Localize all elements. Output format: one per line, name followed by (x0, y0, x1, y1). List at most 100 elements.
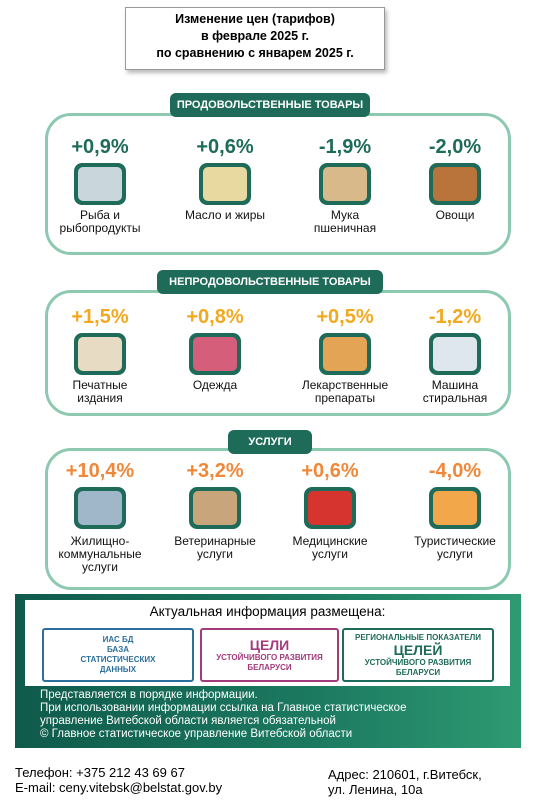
section-heading: НЕПРОДОВОЛЬСТВЕННЫЕ ТОВАРЫ (157, 270, 383, 294)
icon-image (433, 337, 477, 371)
logo-text: УСТОЙЧИВОГО РАЗВИТИЯ (216, 652, 323, 662)
logo-text: СТАТИСТИЧЕСКИХ (80, 655, 156, 664)
icon-image (193, 491, 237, 525)
change-value: +1,5% (71, 306, 129, 328)
label-line: стиральная (422, 391, 488, 405)
change-value: +0,5% (316, 306, 374, 328)
icon-image (78, 491, 122, 525)
change-value: +3,2% (186, 460, 244, 482)
icon-image (323, 167, 367, 201)
label-line: Печатные (72, 378, 128, 392)
logo-text: БЕЛАРУСИ (395, 667, 441, 677)
change-value: -1,9% (318, 136, 372, 158)
item-icon (189, 333, 241, 375)
contact-line: E-mail: ceny.vitebsk@belstat.gov.by (15, 780, 223, 795)
logo-text: РЕГИОНАЛЬНЫЕ ПОКАЗАТЕЛИ (355, 632, 481, 642)
item-label: Овощи (395, 209, 515, 222)
title-line: по сравнению с январем 2025 г. (156, 46, 354, 60)
item-icon (199, 163, 251, 205)
section-heading: ПРОДОВОЛЬСТВЕННЫЕ ТОВАРЫ (170, 93, 370, 117)
contacts-left: Телефон: +375 212 43 69 67 E-mail: ceny.v… (15, 765, 222, 795)
label-line: Жилищно- (70, 534, 130, 548)
contact-line: Телефон: +375 212 43 69 67 (15, 765, 185, 780)
icon-image (433, 491, 477, 525)
item-label: Ветеринарные услуги (155, 535, 275, 561)
label-line: Рыба и (80, 208, 120, 222)
icon-image (78, 167, 122, 201)
icon-image (323, 337, 367, 371)
item-label: Печатные издания (40, 379, 160, 405)
icon-image (308, 491, 352, 525)
logo-text: БЕЛАРУСИ (247, 662, 292, 672)
item-icon (74, 333, 126, 375)
notes: Представляется в порядке информации. При … (40, 689, 406, 741)
change-value: +0,6% (196, 136, 254, 158)
label-line: услуги (197, 547, 233, 561)
title-line: в феврале 2025 г. (200, 29, 310, 43)
change-value: -1,2% (428, 306, 482, 328)
label-line: Мука (330, 208, 360, 222)
label-line: издания (77, 391, 123, 405)
label-line: Медицинские (292, 534, 368, 548)
label-line: коммунальные (58, 547, 142, 561)
change-value: -4,0% (428, 460, 482, 482)
section-heading: УСЛУГИ (228, 430, 312, 454)
contact-line: Адрес: 210601, г.Витебск, (328, 767, 482, 782)
title-box: Изменение цен (тарифов) в феврале 2025 г… (125, 7, 385, 70)
item-label: Мука пшеничная (285, 209, 405, 235)
logo-text: ИАС БД (102, 635, 134, 644)
label-line: Лекарственные (301, 378, 389, 392)
icon-image (78, 337, 122, 371)
item-label: Рыба и рыбопродукты (40, 209, 160, 235)
label-line: Овощи (435, 208, 475, 222)
item-icon (319, 163, 371, 205)
change-value: +0,9% (71, 136, 129, 158)
label-line: услуги (437, 547, 473, 561)
change-value: +0,6% (301, 460, 359, 482)
label-line: Одежда (192, 378, 238, 392)
item-icon (429, 487, 481, 529)
logo: РЕГИОНАЛЬНЫЕ ПОКАЗАТЕЛИ ЦЕЛЕЙ УСТОЙЧИВОГО … (342, 628, 494, 682)
logo-text: БАЗА (106, 645, 129, 654)
item-label: Туристические услуги (395, 535, 515, 561)
item-label: Машина стиральная (395, 379, 515, 405)
label-line: услуги (82, 560, 118, 574)
item-icon (319, 333, 371, 375)
item-icon (429, 333, 481, 375)
item-label: Одежда (155, 379, 275, 392)
change-value: -2,0% (428, 136, 482, 158)
logo-text: УСТОЙЧИВОГО РАЗВИТИЯ (364, 657, 472, 667)
logo-text: ЦЕЛИ (249, 636, 290, 653)
contacts-right: Адрес: 210601, г.Витебск, ул. Ленина, 10а (328, 767, 482, 797)
label-line: Туристические (414, 534, 496, 548)
note-line: При использовании информации ссылка на Г… (40, 702, 407, 714)
item-icon (304, 487, 356, 529)
title-line: Изменение цен (тарифов) (175, 12, 335, 26)
item-label: Медицинские услуги (270, 535, 390, 561)
label-line: Ветеринарные (174, 534, 256, 548)
label-line: услуги (312, 547, 348, 561)
icon-image (433, 167, 477, 201)
item-label: Масло и жиры (165, 209, 285, 222)
logo-text: ЦЕЛЕЙ (393, 641, 443, 658)
icon-image (193, 337, 237, 371)
item-icon (74, 487, 126, 529)
label-line: Машина (431, 378, 479, 392)
info-heading: Актуальная информация размещена: (149, 604, 386, 619)
item-icon (429, 163, 481, 205)
note-line: © Главное статистическое управление Вите… (40, 728, 353, 740)
icon-image (203, 167, 247, 201)
item-icon (189, 487, 241, 529)
item-label: Жилищно-коммунальные услуги (40, 535, 160, 574)
item-icon (74, 163, 126, 205)
label-line: пшеничная (313, 221, 377, 235)
logo: ИАС БД БАЗА СТАТИСТИЧЕСКИХ ДАННЫХ (42, 628, 194, 682)
change-value: +0,8% (186, 306, 244, 328)
item-label: Лекарственные препараты (285, 379, 405, 405)
note-line: управление Витебской области является об… (40, 715, 336, 727)
contact-line: ул. Ленина, 10а (328, 782, 423, 797)
logo-text: ДАННЫХ (99, 665, 137, 674)
label-line: рыбопродукты (59, 221, 141, 235)
label-line: Масло и жиры (184, 208, 265, 222)
